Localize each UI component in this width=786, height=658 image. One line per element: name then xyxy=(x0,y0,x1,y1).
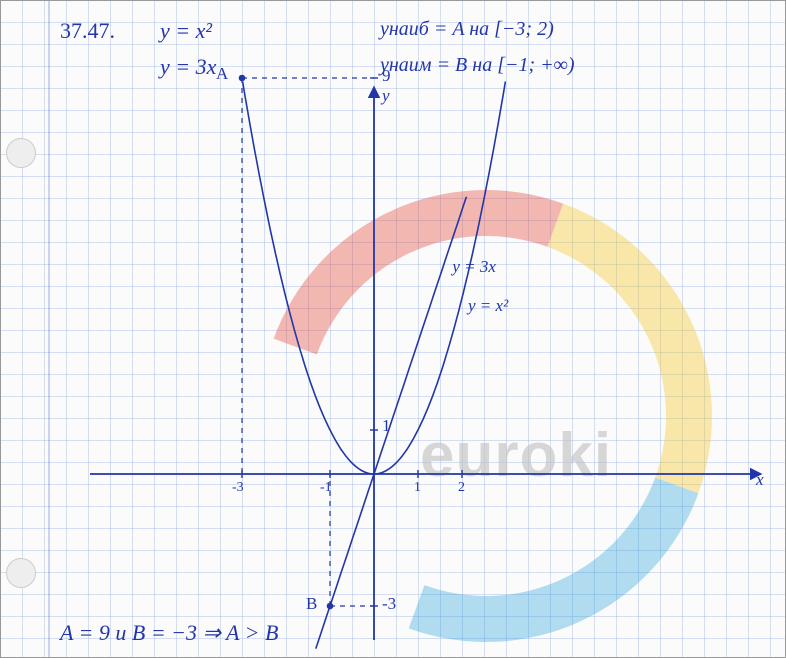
y-tick-9-label: 9 xyxy=(382,66,391,86)
y-tick-1-label: 1 xyxy=(382,416,391,436)
conclusion-text: A = 9 и B = −3 ⇒ A > B xyxy=(60,620,278,646)
point-A-label: A xyxy=(216,64,228,84)
point-A-marker xyxy=(239,75,246,82)
line-curve xyxy=(316,197,467,649)
y-axis-label: y xyxy=(382,86,390,106)
point-B-marker xyxy=(327,603,334,610)
y-tick-neg3-label: -3 xyxy=(382,594,396,614)
x-axis-label: x xyxy=(756,470,764,490)
graph-plot xyxy=(0,0,786,658)
x-tick-neg1-label: -1 xyxy=(320,480,332,496)
x-tick-2-label: 2 xyxy=(458,480,465,496)
axis-ticks xyxy=(242,78,462,606)
x-tick-neg3-label: -3 xyxy=(232,480,244,496)
point-B-label: B xyxy=(306,594,317,614)
x-tick-1-label: 1 xyxy=(414,480,421,496)
parabola-label: y = x² xyxy=(468,296,508,316)
line-label: y = 3x xyxy=(452,257,496,277)
